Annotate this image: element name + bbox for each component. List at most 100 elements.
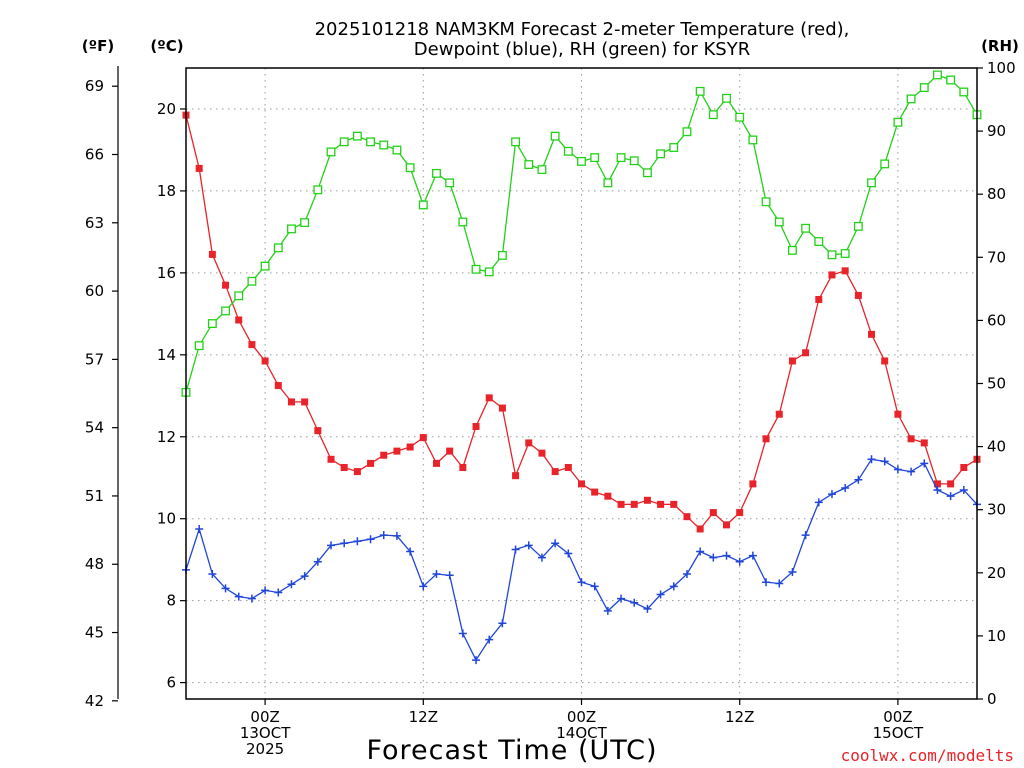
fahrenheit-tick-label: 66 — [85, 146, 104, 164]
2-meter-temperature-point — [802, 349, 810, 357]
rh-point — [642, 168, 652, 178]
2-meter-temperature-point — [657, 500, 665, 508]
rh-tick-label: 100 — [987, 59, 1016, 77]
celsius-tick-label: 18 — [157, 182, 176, 200]
2-meter-temperature-point — [551, 468, 559, 476]
rh-point — [695, 86, 705, 96]
celsius-tick-label: 8 — [166, 592, 176, 610]
dewpoint-point — [801, 531, 810, 540]
rh-point — [497, 250, 507, 260]
fahrenheit-tick-label: 45 — [85, 624, 104, 642]
2-meter-temperature-point — [538, 449, 546, 457]
rh-point — [722, 93, 731, 103]
x-tick-label: 00Z — [567, 708, 596, 726]
dewpoint-point — [709, 553, 718, 562]
credit-text: coolwx.com/modelts — [841, 746, 1014, 765]
2-meter-temperature-point — [696, 525, 704, 533]
2-meter-temperature-point — [933, 480, 941, 488]
data-series — [181, 70, 982, 665]
dewpoint-point — [577, 578, 586, 587]
rh-point — [366, 137, 376, 147]
dewpoint-point — [867, 455, 876, 464]
dewpoint-point — [603, 606, 612, 615]
x-tick-label: 00Z — [250, 708, 279, 726]
dewpoint-point — [907, 467, 916, 476]
2-meter-temperature-point — [393, 447, 401, 455]
dewpoint-point — [748, 551, 757, 560]
rh-point — [959, 87, 969, 97]
chart-title-line1: 2025101218 NAM3KM Forecast 2-meter Tempe… — [315, 19, 850, 40]
2-meter-temperature-point — [604, 492, 612, 500]
2-meter-temperature-point — [723, 521, 731, 529]
rh-point — [234, 291, 244, 301]
dewpoint-point — [234, 592, 243, 601]
dewpoint-point — [221, 584, 230, 593]
2-meter-temperature-point — [248, 341, 256, 349]
x-tick-label: 2025 — [246, 740, 284, 758]
2-meter-temperature-point — [459, 463, 467, 471]
x-tick-label: 13OCT — [240, 724, 291, 742]
rh-point — [603, 178, 613, 188]
rh-point — [524, 160, 534, 169]
2-meter-temperature-point — [222, 281, 230, 289]
dewpoint-point — [406, 547, 415, 556]
2-meter-temperature-point — [881, 357, 889, 365]
2-meter-temperature-point — [749, 480, 757, 488]
2-meter-temperature-point — [630, 500, 638, 508]
dewpoint-point — [551, 539, 560, 548]
dewpoint-point — [327, 541, 336, 550]
dewpoint-point — [498, 619, 507, 628]
rh-tick-label: 60 — [987, 311, 1006, 329]
2-meter-temperature-point — [261, 357, 269, 365]
fahrenheit-tick-label: 60 — [85, 282, 104, 300]
chart-axes: 42 45 48 51 54 57 60 63 66 69 6 8 10 12 14 16 18 20 0 10 20 3… — [85, 59, 1016, 758]
dewpoint-point — [788, 567, 797, 576]
2-meter-temperature-point — [380, 451, 388, 459]
dewpoint-point — [195, 524, 204, 533]
rh-point — [273, 243, 283, 253]
2-meter-temperature-point — [512, 472, 520, 480]
dewpoint-point — [617, 594, 626, 603]
2-meter-temperature-point — [709, 509, 717, 517]
dewpoint-point — [274, 588, 283, 597]
rh-point — [629, 156, 639, 166]
rh-tick-label: 40 — [987, 438, 1006, 456]
dewpoint-point — [287, 580, 296, 589]
rh-point — [563, 146, 573, 156]
dewpoint-point — [841, 483, 850, 492]
dewpoint-point — [893, 465, 902, 474]
2-meter-temperature-point — [419, 434, 427, 442]
fahrenheit-tick-label: 69 — [85, 77, 104, 95]
dewpoint-point — [775, 579, 784, 588]
dewpoint-point — [247, 594, 256, 603]
rh-point — [933, 70, 942, 80]
chart-title-line2: Dewpoint (blue), RH (green) for KSYR — [414, 39, 750, 60]
rh-point — [207, 319, 217, 329]
rh-tick-label: 0 — [987, 690, 997, 708]
rh-point — [906, 94, 916, 104]
rh-point — [352, 131, 362, 141]
dewpoint-point — [682, 570, 691, 579]
dewpoint-point — [696, 547, 705, 556]
2-meter-temperature-point — [815, 296, 823, 304]
2-meter-temperature-point — [208, 250, 216, 258]
rh-point — [814, 237, 824, 246]
2-meter-temperature-point — [327, 455, 335, 463]
dewpoint-point — [933, 486, 942, 495]
dewpoint-point — [656, 590, 665, 599]
x-tick-label: 12Z — [409, 708, 438, 726]
x-tick-label: 00Z — [883, 708, 912, 726]
rh-point — [194, 341, 204, 351]
dewpoint-point — [643, 604, 652, 613]
dewpoint-point — [946, 492, 955, 501]
dewpoint-point — [261, 586, 270, 595]
rh-point — [339, 137, 349, 147]
rh-tick-label: 70 — [987, 248, 1006, 266]
2-meter-temperature-point — [762, 435, 770, 443]
2-meter-temperature-point — [841, 267, 849, 275]
dewpoint-point — [537, 553, 546, 562]
rh-point — [511, 137, 521, 147]
2-meter-temperature-point — [564, 463, 572, 471]
dewpoint-point — [669, 582, 678, 591]
